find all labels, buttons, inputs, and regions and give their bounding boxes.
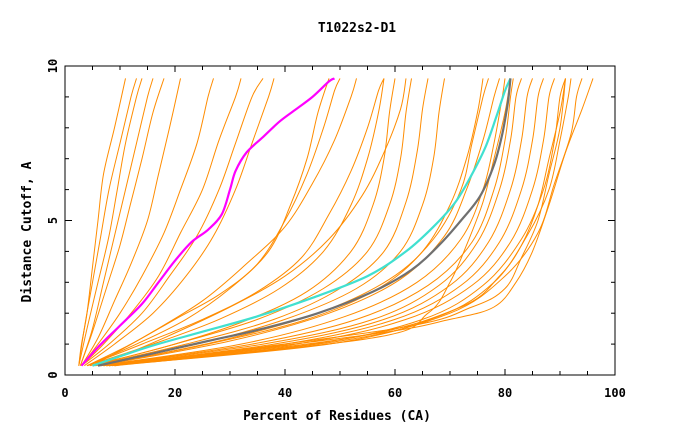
- series-line-model-02: [78, 78, 137, 366]
- series-line-model-34: [114, 78, 511, 367]
- series-line-model-03: [78, 78, 143, 366]
- series-line-model-32: [111, 78, 594, 367]
- series-line-model-10: [84, 78, 275, 367]
- series-line-model-19: [95, 78, 484, 367]
- series-line-model-23: [100, 78, 514, 367]
- series-line-model-22: [97, 78, 506, 367]
- series-line-model-05: [79, 78, 165, 366]
- axis-layer: 0 20 40 60 80 100 0 5 10: [46, 59, 626, 400]
- series-line-model-15: [89, 78, 396, 367]
- series-line-model-33: [114, 78, 566, 367]
- series-line-model-09: [81, 78, 264, 367]
- series-line-model-12: [86, 78, 330, 367]
- x-tick-label: 60: [388, 386, 402, 400]
- series-line-model-35: [97, 78, 407, 367]
- x-tick-label: 40: [278, 386, 292, 400]
- x-tick-label: 0: [61, 386, 68, 400]
- y-tick-label: 5: [46, 217, 60, 224]
- x-axis-label: Percent of Residues (CA): [243, 409, 431, 424]
- series-line-model-01: [78, 78, 126, 366]
- series-line-model-20: [97, 78, 489, 367]
- series-line-model-06: [81, 78, 181, 366]
- series-line-model-14: [86, 78, 385, 367]
- series-line-model-25: [103, 78, 533, 367]
- series-line-magenta-model: [80, 77, 336, 367]
- series-line-model-31: [108, 78, 566, 367]
- series-line-model-28: [106, 78, 566, 367]
- x-tick-label: 20: [168, 386, 182, 400]
- series-line-model-04: [79, 78, 154, 366]
- series-layer: [78, 77, 594, 367]
- y-tick-label: 10: [46, 59, 60, 73]
- series-line-model-08: [81, 78, 242, 367]
- series-line-model-24: [100, 78, 522, 367]
- series-line-model-17: [92, 78, 429, 367]
- series-line-cyan-model: [92, 77, 512, 367]
- x-tick-label: 80: [498, 386, 512, 400]
- series-line-model-13: [86, 78, 385, 367]
- series-line-model-18: [92, 78, 445, 367]
- series-line-model-36: [92, 78, 357, 367]
- y-axis-label: Distance Cutoff, A: [20, 161, 35, 302]
- series-line-model-16: [92, 78, 412, 367]
- series-line-dark-model: [97, 78, 512, 367]
- x-tick-label: 100: [604, 386, 626, 400]
- chart-title: T1022s2-D1: [318, 21, 396, 36]
- series-line-model-07: [81, 78, 214, 367]
- series-line-model-29: [108, 78, 572, 367]
- y-tick-label: 0: [46, 371, 60, 378]
